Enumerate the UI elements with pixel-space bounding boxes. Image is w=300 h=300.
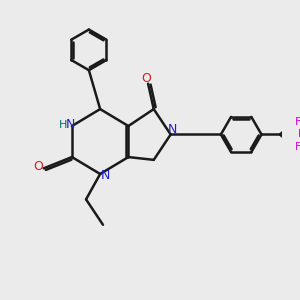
Text: F: F bbox=[295, 117, 300, 127]
Text: N: N bbox=[100, 169, 110, 182]
Text: N: N bbox=[167, 123, 177, 136]
Text: F: F bbox=[298, 130, 300, 140]
Text: H: H bbox=[59, 120, 68, 130]
Text: F: F bbox=[295, 142, 300, 152]
Text: O: O bbox=[34, 160, 44, 173]
Text: N: N bbox=[66, 118, 75, 131]
Text: O: O bbox=[142, 72, 152, 85]
